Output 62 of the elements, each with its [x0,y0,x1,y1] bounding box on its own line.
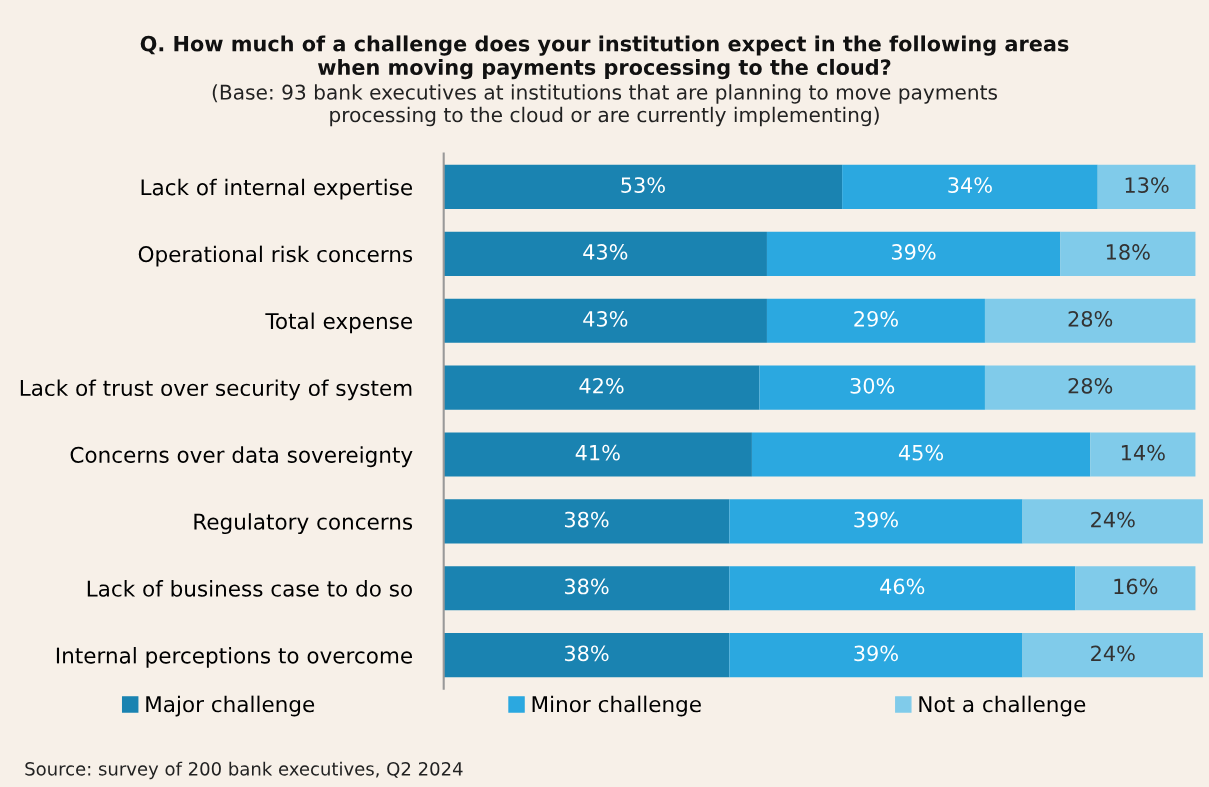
data-label: 28% [1068,377,1113,394]
bar [751,432,1091,477]
bar [443,164,843,209]
bar [1022,633,1203,678]
chart-subtitle: (Base: 93 bank executives at institutions that are planning to move payments processing to the cloud or are currently implementing) [212,84,997,127]
bar [443,633,730,678]
y-tick-label: Concerns over data sovereignty [70,446,413,468]
data-label: 43% [583,244,628,260]
source-note: Source: survey of 200 bank executives, Q2 2024 [25,761,463,780]
data-label: 45% [898,444,944,461]
bar [842,164,1098,209]
bar [729,499,1023,544]
legend-label: Minor challenge [532,695,701,717]
data-label: 13% [1125,177,1169,193]
bar [443,231,767,276]
data-label: 30% [850,377,895,394]
y-tick-label: Lack of internal expertise [141,178,412,200]
data-label: 39% [891,244,936,260]
legend-label: Major challenge [146,695,315,717]
data-label: 24% [1091,511,1135,528]
bar [766,231,1061,276]
bar [443,298,767,343]
y-tick-label: Operational risk concerns [138,245,413,267]
bar [443,432,752,477]
chart-title: Q. How much of a challenge does your institution expect in the following areas when moving payments processing to the cloud? [140,35,1069,80]
bar [1060,231,1196,276]
bar [729,633,1023,678]
bar [729,566,1076,611]
bar [443,365,760,410]
data-label: 28% [1068,310,1113,327]
data-label: 39% [854,645,898,662]
bar [984,365,1196,410]
data-label: 14% [1121,444,1165,461]
bar [1075,566,1196,611]
data-label: 16% [1114,578,1158,595]
data-label: 38% [564,645,609,662]
bar [766,298,985,343]
data-label: 34% [948,177,992,193]
bar [1097,164,1196,209]
data-label: 41% [575,444,620,461]
bar [1022,499,1203,544]
bar [443,499,730,544]
data-label: 42% [579,377,624,394]
y-tick-label: Total expense [265,312,412,334]
data-label: 46% [880,578,925,595]
legend-label: Not a challenge [919,695,1086,717]
bar [984,298,1196,343]
y-tick-label: Regulatory concerns [194,513,413,535]
data-label: 53% [621,177,665,193]
y-tick-label: Internal perceptions to overcome [56,647,412,668]
data-label: 38% [564,578,609,595]
data-label: 18% [1106,244,1150,260]
data-label: 24% [1091,645,1135,662]
data-label: 39% [854,511,898,528]
y-tick-label: Lack of business case to do so [87,580,412,597]
y-tick-label: Lack of trust over security of system [20,379,412,401]
data-label: 43% [583,310,628,327]
data-label: 38% [564,511,609,528]
bar [443,566,730,611]
bar [1090,432,1196,477]
bar [759,365,985,410]
data-label: 29% [854,310,898,327]
